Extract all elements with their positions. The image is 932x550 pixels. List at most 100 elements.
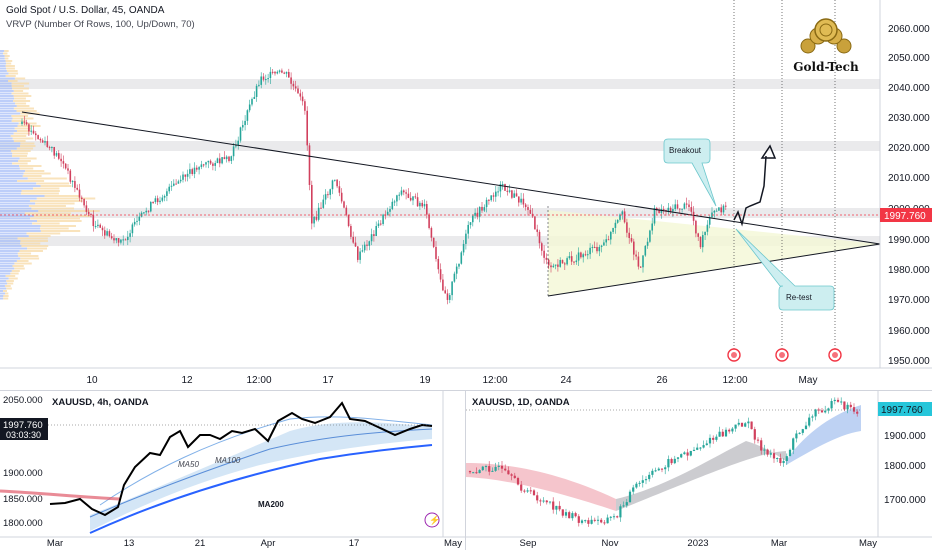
- candle-body: [313, 216, 315, 224]
- candle-body: [432, 237, 435, 247]
- candle-body: [421, 202, 423, 207]
- candle-body: [683, 452, 686, 455]
- candle-body: [552, 501, 555, 510]
- candle-body: [718, 431, 721, 437]
- candle-body: [423, 204, 426, 207]
- candle-body: [368, 241, 371, 246]
- candle-body: [518, 196, 520, 203]
- breakout-callout[interactable]: Breakout: [663, 138, 717, 207]
- candle-body: [198, 167, 200, 170]
- candle-body: [306, 110, 308, 146]
- candle-body: [41, 140, 44, 143]
- candle-body: [760, 440, 763, 451]
- candle-body: [352, 236, 354, 243]
- candle-body: [545, 257, 548, 260]
- pane-divider[interactable]: [0, 390, 932, 391]
- xauusd-4h-chart[interactable]: MA50 MA100 MA200 ⚡ 2050.0001950.0001900.…: [0, 391, 466, 550]
- candle-body: [852, 407, 856, 412]
- candle-body: [62, 161, 65, 164]
- candle-body: [483, 207, 486, 211]
- candle-body: [315, 216, 318, 220]
- candle-body: [685, 203, 688, 205]
- price-axis[interactable]: 1900.000 1800.000 1700.000: [884, 431, 926, 506]
- candle-body: [587, 520, 590, 524]
- candle-body: [491, 470, 494, 472]
- candle-body: [67, 168, 69, 171]
- candle-body: [548, 501, 552, 503]
- xauusd-1d-pane[interactable]: 1900.000 1800.000 1700.000 Sep Nov 2023 Mar Ma…: [466, 391, 932, 550]
- candle-body: [564, 263, 566, 265]
- candlesticks: [468, 397, 859, 527]
- chart-title[interactable]: XAUUSD, 4h, OANDA: [52, 397, 149, 408]
- current-price-tag: 1997.760: [880, 208, 932, 222]
- candle-body: [232, 146, 235, 157]
- candle-body: [712, 437, 715, 440]
- candle-body: [660, 209, 663, 213]
- main-chart-pane[interactable]: Breakout Re-test 2060.000 2050.000 2040.00…: [0, 0, 932, 390]
- candle-body: [610, 231, 612, 240]
- candle-body: [596, 246, 598, 252]
- candle-body: [205, 162, 207, 165]
- candle-body: [219, 158, 221, 164]
- candle-body: [334, 179, 336, 181]
- chart-title[interactable]: Gold Spot / U.S. Dollar, 45, OANDA: [6, 5, 165, 16]
- candle-body: [191, 169, 193, 174]
- pane-divider[interactable]: [465, 391, 466, 550]
- candle-body: [115, 238, 118, 241]
- candle-body: [696, 447, 699, 450]
- price-tick-label: 1960.000: [888, 326, 930, 337]
- candle-body: [669, 207, 672, 212]
- lightning-icon[interactable]: ⚡: [424, 512, 440, 528]
- retest-callout[interactable]: Re-test: [735, 228, 835, 311]
- candle-body: [99, 224, 101, 228]
- candle-body: [32, 130, 35, 134]
- chart-title[interactable]: XAUUSD, 1D, OANDA: [472, 397, 570, 408]
- current-price-tag: 1997.760: [878, 402, 932, 416]
- time-tick-label: 17: [349, 538, 360, 549]
- candle-body: [587, 254, 589, 256]
- candle-body: [426, 204, 428, 215]
- candle-body: [458, 263, 460, 267]
- candle-body: [147, 210, 150, 212]
- candle-body: [623, 211, 626, 223]
- candle-body: [163, 195, 166, 198]
- candle-body: [782, 461, 785, 464]
- candle-body: [688, 204, 690, 208]
- candle-body: [750, 421, 753, 430]
- candle-body: [108, 231, 111, 237]
- candle-body: [721, 431, 724, 437]
- candle-body: [398, 194, 400, 196]
- descending-trendline: [21, 111, 881, 245]
- candle-body: [779, 458, 782, 464]
- candle-body: [193, 167, 196, 174]
- indicator-label[interactable]: VRVP (Number Of Rows, 100, Up/Down, 70): [6, 19, 195, 30]
- candle-body: [692, 211, 695, 221]
- candle-body: [817, 409, 820, 411]
- candle-body: [500, 465, 504, 469]
- xauusd-4h-pane[interactable]: MA50 MA100 MA200 ⚡ 2050.0001950.0001900.…: [0, 391, 466, 550]
- candle-body: [228, 156, 230, 162]
- xauusd-1d-chart[interactable]: 1900.000 1800.000 1700.000 Sep Nov 2023 Mar Ma…: [466, 391, 932, 550]
- candle-body: [520, 484, 523, 491]
- candle-body: [827, 408, 830, 411]
- candle-body: [354, 242, 357, 247]
- candle-body: [600, 519, 603, 523]
- economic-event-icons[interactable]: [727, 348, 842, 362]
- candle-body: [212, 163, 214, 166]
- candle-body: [409, 197, 412, 201]
- time-axis[interactable]: Sep Nov 2023 Mar May: [520, 538, 878, 549]
- price-tick-label: 1900.000: [884, 431, 926, 442]
- time-axis[interactable]: Mar 13 21 Apr 17 May: [47, 538, 462, 549]
- main-chart[interactable]: Breakout Re-test 2060.000 2050.000 2040.00…: [0, 0, 932, 390]
- candle-body: [536, 229, 538, 232]
- candle-body: [644, 245, 647, 256]
- time-axis[interactable]: 10 12 12:00 17 19 12:00 24 26 12:00 May: [86, 375, 817, 386]
- price-axis[interactable]: 2060.000 2050.000 2040.000 2030.000 2020.000…: [888, 24, 930, 367]
- candle-body: [744, 423, 747, 427]
- candle-body: [382, 214, 384, 224]
- svg-text:1997.760: 1997.760: [884, 211, 926, 222]
- ma200-label: MA200: [258, 500, 284, 509]
- candle-body: [527, 207, 529, 210]
- candle-body: [575, 260, 578, 263]
